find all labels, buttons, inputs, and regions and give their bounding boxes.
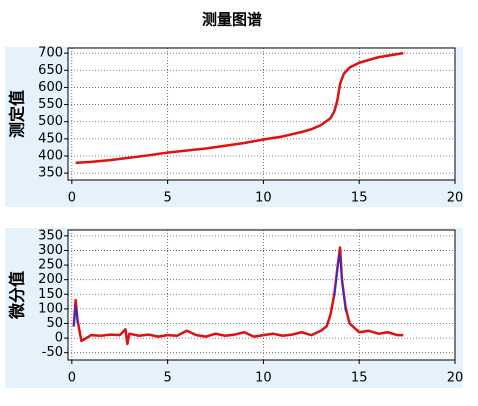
page-title: 测量图谱 (202, 11, 262, 29)
x-tick-label: 15 (351, 371, 368, 386)
y-tick-label: 100 (38, 301, 63, 316)
y-tick-label: -50 (42, 345, 63, 360)
y-tick-label: 600 (38, 80, 63, 95)
y-axis-label: 微分值 (8, 271, 27, 320)
x-tick-label: 15 (351, 191, 368, 206)
y-tick-label: 450 (38, 131, 63, 146)
y-tick-label: 550 (38, 97, 63, 112)
x-tick-label: 10 (255, 191, 272, 206)
plot-frame (67, 229, 456, 361)
x-tick-label: 5 (163, 371, 171, 386)
plot-frame (67, 47, 456, 181)
x-tick-label: 20 (447, 191, 464, 206)
y-tick-label: 300 (38, 243, 63, 258)
plot-area (68, 48, 455, 180)
y-tick-label: 150 (38, 287, 63, 302)
x-tick-label: 5 (163, 191, 171, 206)
y-tick-label: 350 (38, 228, 63, 243)
plot-area (68, 230, 455, 360)
x-tick-label: 0 (68, 191, 76, 206)
y-tick-label: 400 (38, 149, 63, 164)
y-tick-label: 700 (38, 46, 63, 61)
y-tick-label: 500 (38, 114, 63, 129)
data-line (75, 51, 404, 165)
x-tick-label: 20 (447, 371, 464, 386)
x-tick-label: 10 (255, 371, 272, 386)
y-tick-label: 200 (38, 272, 63, 287)
y-tick-label: 650 (38, 63, 63, 78)
data-line (73, 252, 347, 327)
y-tick-label: 350 (38, 166, 63, 181)
y-axis-label: 测定值 (8, 90, 27, 138)
y-tick-label: 250 (38, 258, 63, 273)
y-tick-label: 0 (55, 331, 63, 346)
y-tick-label: 50 (46, 316, 63, 331)
x-tick-label: 0 (68, 371, 76, 386)
